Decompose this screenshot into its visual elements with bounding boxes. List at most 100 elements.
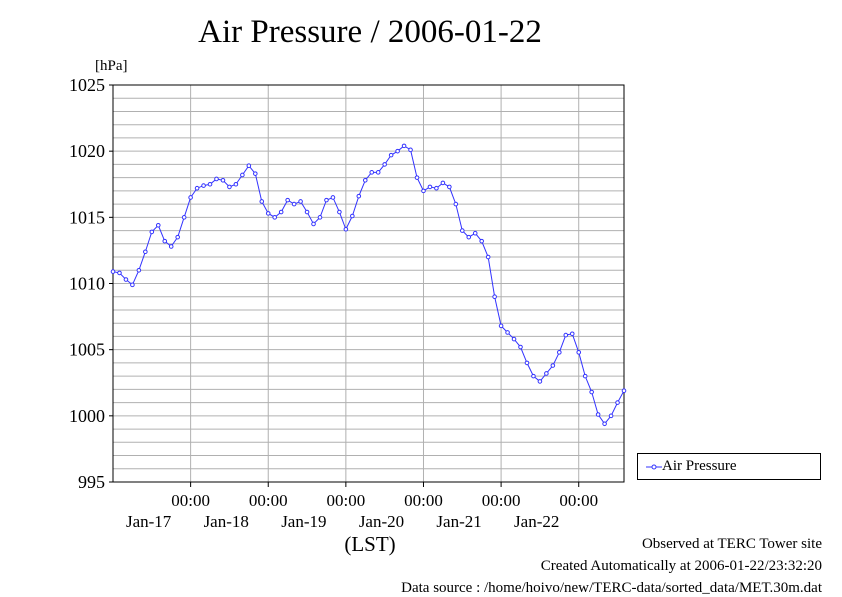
data-point	[362, 177, 368, 183]
x-tick-day-label: Jan-18	[204, 512, 249, 531]
data-point	[298, 199, 303, 204]
x-tick-time-label: 00:00	[171, 491, 210, 510]
data-point	[123, 277, 129, 282]
data-point	[291, 201, 297, 207]
data-point	[485, 254, 491, 260]
data-point	[505, 330, 510, 335]
x-tick-time-label: 00:00	[482, 491, 521, 510]
data-point	[589, 389, 594, 395]
y-tick-label: 1025	[69, 75, 105, 95]
x-tick-day-label: Jan-17	[126, 512, 172, 531]
data-point	[453, 201, 459, 207]
data-point	[421, 188, 426, 194]
x-tick-time-label: 00:00	[404, 491, 443, 510]
x-tick-day-label: Jan-19	[281, 512, 326, 531]
data-point	[518, 344, 523, 350]
data-point	[582, 373, 588, 379]
data-point	[317, 215, 323, 220]
data-point	[479, 238, 484, 244]
data-point	[265, 211, 271, 216]
data-point	[395, 148, 400, 154]
data-point	[233, 181, 239, 187]
data-point	[511, 336, 517, 342]
data-point	[602, 421, 607, 427]
x-tick-time-label: 00:00	[326, 491, 365, 510]
x-tick-day-label: Jan-22	[514, 512, 559, 531]
data-point	[227, 184, 232, 190]
data-point	[447, 184, 452, 190]
y-axis: 995 1000 1005 1010 1015 1020 1025	[69, 75, 113, 492]
grid-lines	[113, 84, 624, 483]
data-point	[285, 197, 290, 203]
data-point	[427, 184, 433, 190]
data-point	[143, 249, 148, 255]
data-point	[375, 170, 381, 175]
footer-site: Observed at TERC Tower site	[641, 536, 822, 552]
x-tick-day-label: Jan-20	[359, 512, 404, 531]
x-axis: 00:00Jan-1700:00Jan-1800:00Jan-1900:00Ja…	[126, 482, 598, 531]
data-point	[175, 234, 180, 240]
data-point	[569, 331, 575, 337]
data-point	[544, 371, 549, 376]
data-point	[576, 350, 582, 355]
data-point	[188, 195, 193, 200]
data-point	[201, 183, 206, 188]
data-point	[608, 413, 614, 419]
footer-source: Data source : /home/hoivo/new/TERC-data/…	[401, 580, 822, 596]
data-point	[311, 221, 316, 227]
y-tick-label: 1010	[69, 274, 105, 294]
data-point	[136, 267, 142, 273]
data-point	[330, 195, 336, 200]
data-point	[472, 230, 478, 236]
data-point	[550, 363, 556, 368]
legend-label: Air Pressure	[662, 458, 737, 474]
legend-marker-icon	[646, 464, 662, 470]
data-point	[537, 379, 543, 384]
footer-created: Created Automatically at 2006-01-22/23:3…	[540, 558, 822, 574]
y-tick-label: 1005	[69, 340, 105, 360]
x-tick-time-label: 00:00	[559, 491, 598, 510]
data-point	[253, 171, 258, 176]
data-point	[117, 270, 122, 276]
series-air-pressure	[110, 143, 627, 427]
data-point	[563, 332, 569, 338]
data-point	[459, 228, 465, 233]
y-tick-label: 1020	[69, 141, 105, 161]
data-point	[155, 222, 161, 228]
data-point	[388, 152, 394, 158]
data-point	[524, 360, 530, 366]
data-point	[408, 147, 413, 153]
x-tick-time-label: 00:00	[249, 491, 288, 510]
data-point	[162, 238, 168, 244]
y-axis-label: [hPa]	[95, 58, 128, 74]
data-point	[492, 294, 497, 300]
data-point	[304, 209, 310, 215]
y-tick-label: 1015	[69, 207, 105, 227]
y-tick-label: 1000	[69, 406, 105, 426]
data-point	[466, 234, 472, 240]
x-axis-label: (LST)	[344, 532, 396, 556]
data-point	[615, 400, 620, 405]
data-point	[595, 412, 601, 417]
data-point	[621, 388, 627, 393]
data-point	[343, 226, 349, 232]
data-point	[337, 209, 342, 215]
data-point	[130, 282, 135, 288]
data-point	[498, 323, 504, 329]
legend: Air Pressure	[637, 453, 821, 480]
y-tick-label: 995	[78, 472, 105, 492]
data-point	[207, 181, 213, 187]
data-point	[369, 170, 375, 175]
data-point	[214, 176, 219, 182]
chart-title: Air Pressure / 2006-01-22	[198, 14, 542, 50]
data-point	[259, 199, 265, 204]
data-point	[278, 209, 284, 215]
data-point	[194, 185, 200, 191]
data-point	[149, 229, 155, 235]
data-point	[382, 162, 387, 167]
x-tick-day-label: Jan-21	[436, 512, 481, 531]
data-point	[356, 193, 362, 199]
data-point	[220, 177, 226, 183]
data-point	[240, 172, 245, 178]
